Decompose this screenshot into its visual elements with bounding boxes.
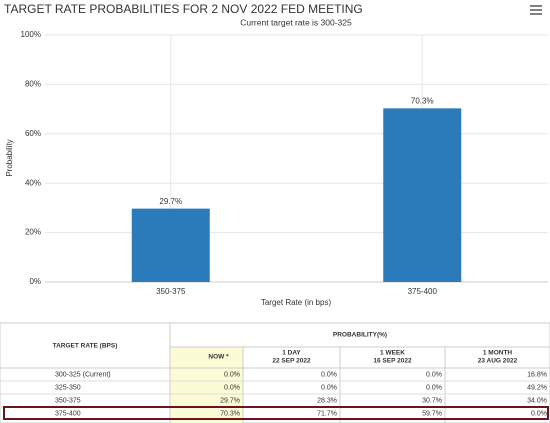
x-tick-label: 375-400 [408,287,438,296]
column-title: 1 WEEK [380,350,405,357]
y-tick-label: 80% [25,80,41,89]
column-title: NOW * [208,354,229,361]
column-date: 16 SEP 2022 [373,358,412,365]
cell-value: 0.0% [321,371,337,378]
cell-value: 71.7% [317,410,337,417]
y-tick-label: 60% [25,129,41,138]
chart-subtitle: Current target rate is 300-325 [240,17,352,27]
data-label: 70.3% [411,96,434,105]
row-highlight [3,406,549,420]
table-group-header: PROBABILITY(%) [333,332,387,339]
row-label: 375-400 [55,410,81,417]
table-header: TARGET RATE (BPS) [53,343,118,350]
bar [383,108,462,282]
cell-value: 49.2% [527,384,547,391]
cell-value: 70.3% [220,410,240,417]
y-axis-label: Probability [5,139,14,176]
cell-value: 34.0% [527,397,547,404]
cell-value: 0.0% [531,410,547,417]
cell-value: 30.7% [422,397,442,404]
row-label: 325-350 [55,384,81,391]
y-tick-label: 40% [25,178,41,187]
row-label: 300-325 (Current) [55,371,111,378]
y-tick-label: 100% [21,30,41,39]
x-axis-label: Target Rate (in bps) [261,298,332,307]
menu-icon[interactable] [530,5,542,15]
chart-title: TARGET RATE PROBABILITIES FOR 2 NOV 2022… [4,2,363,16]
column-date: 22 SEP 2022 [272,358,311,365]
cell-value: 59.7% [422,410,442,417]
cell-value: 0.0% [321,384,337,391]
y-tick-label: 20% [25,228,41,237]
column-title: 1 DAY [282,350,301,357]
x-tick-label: 350-375 [156,287,186,296]
column-date: 23 AUG 2022 [478,358,518,365]
cell-value: 0.0% [426,384,442,391]
cell-value: 0.0% [224,384,240,391]
cell-value: 28.3% [317,397,337,404]
cell-value: 16.8% [527,371,547,378]
now-column-bg [170,347,243,423]
cell-value: 0.0% [426,371,442,378]
cell-value: 0.0% [224,371,240,378]
cell-value: 29.7% [220,397,240,404]
data-label: 29.7% [159,197,182,206]
bar [131,208,210,282]
y-tick-label: 0% [29,277,41,286]
column-title: 1 MONTH [483,350,513,357]
row-label: 350-375 [55,397,81,404]
